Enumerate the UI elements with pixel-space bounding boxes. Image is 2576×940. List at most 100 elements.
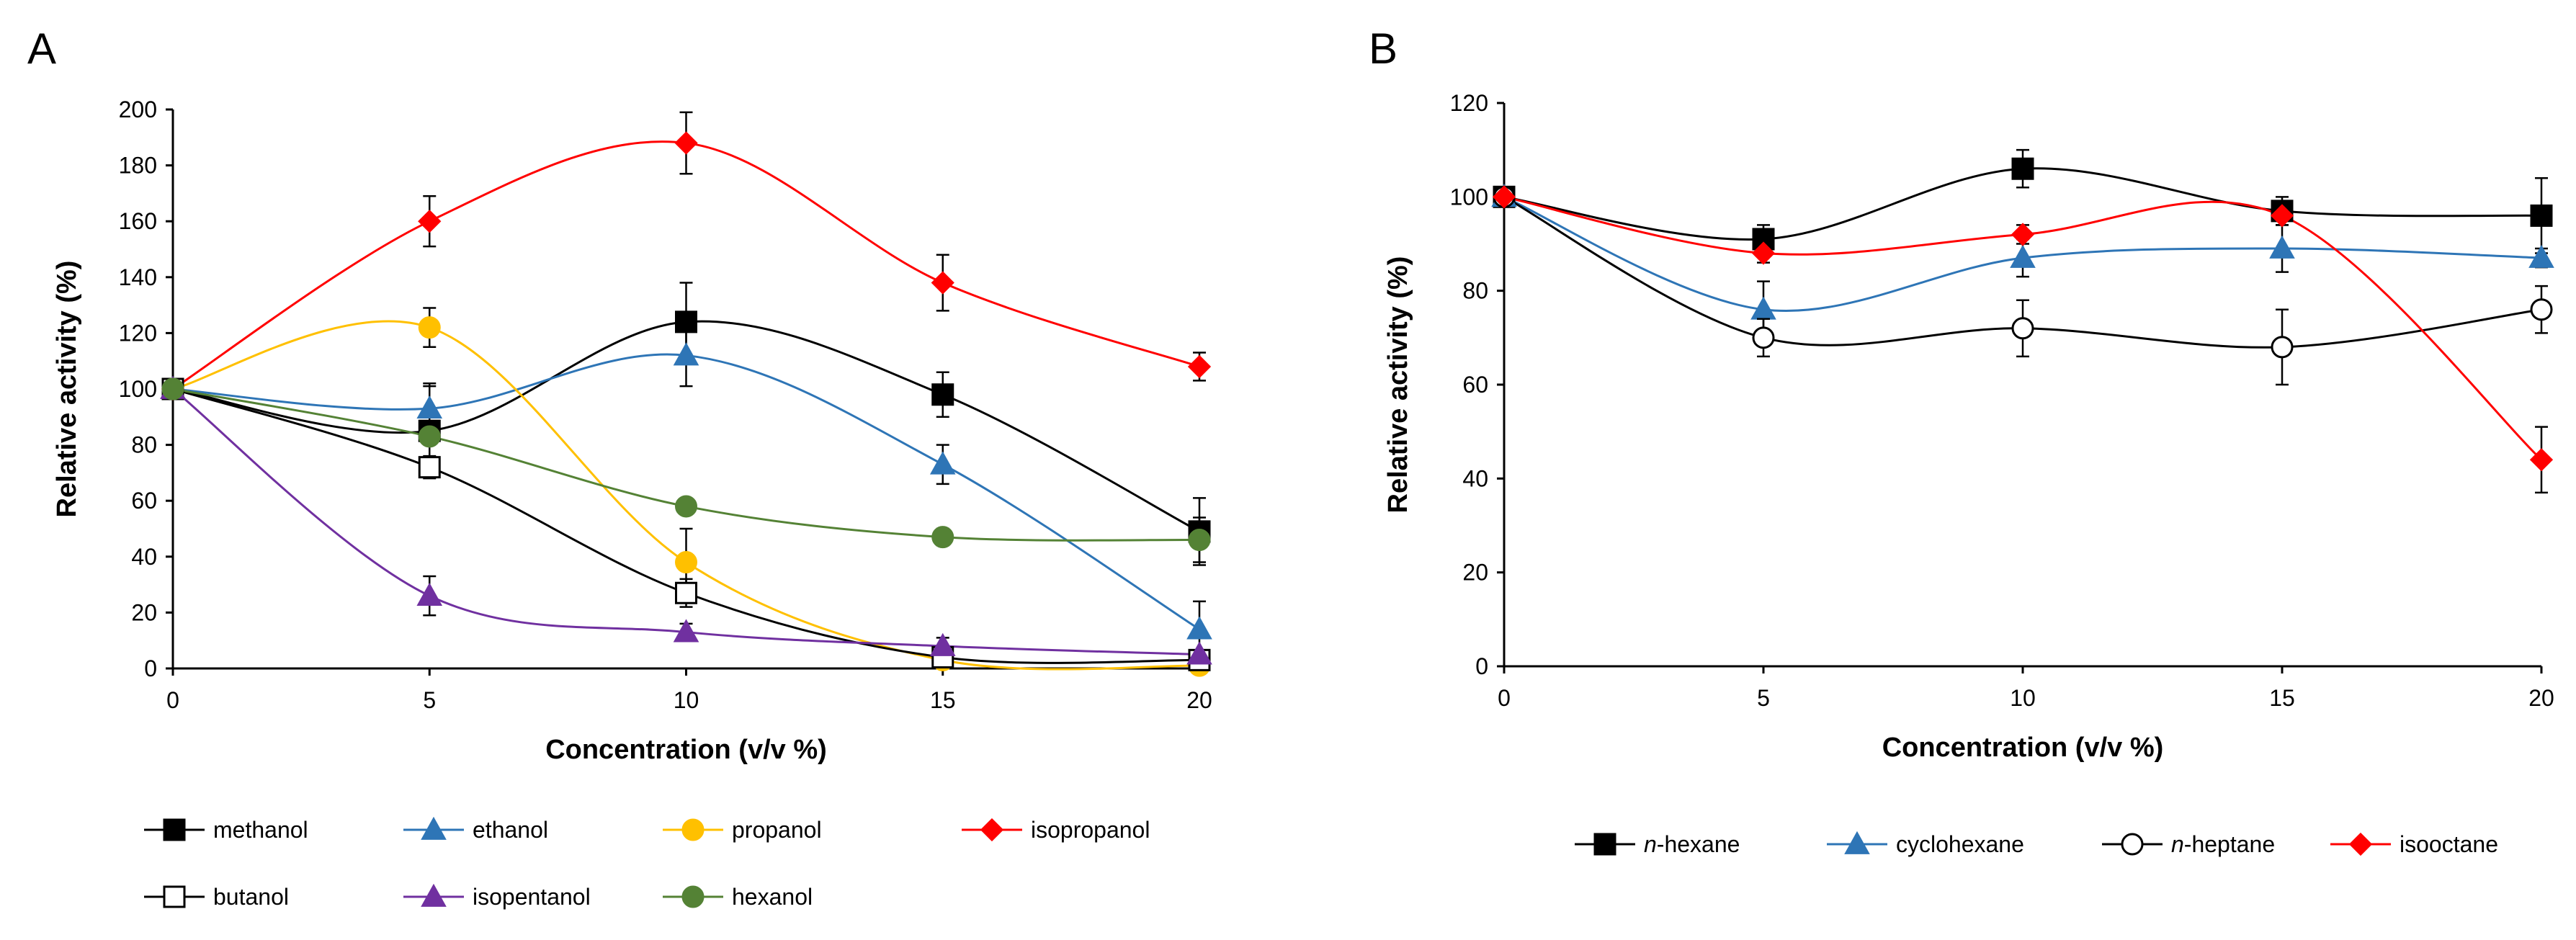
panel-b-series-n-heptane-point bbox=[2530, 298, 2553, 321]
panel-b-series-isooctane-point bbox=[2270, 204, 2294, 228]
panel-a: A 0 20 40 60 80 100 120 140 160 180 200 0 5 10 15 20 Conc… bbox=[27, 24, 1212, 910]
panel-b-y-tick-label: 80 bbox=[1462, 278, 1488, 304]
panel-b-series-n-heptane-point bbox=[1752, 326, 1775, 349]
panel-a-series-propanol-point bbox=[675, 551, 697, 574]
panel-b-legend-n-hexane: n-hexane bbox=[1575, 831, 1740, 857]
panel-a-series-hexanol-point bbox=[1188, 529, 1211, 552]
panel-b-legend-isooctane-marker bbox=[2348, 832, 2373, 856]
panel-a-y-tick-label: 60 bbox=[131, 488, 157, 514]
panel-a-legend-hexanol-marker bbox=[681, 885, 705, 908]
panel-a-y-tick-label: 80 bbox=[131, 432, 157, 458]
panel-a-legend-methanol-label: methanol bbox=[213, 817, 308, 843]
panel-b-legend-n-heptane-marker bbox=[2121, 833, 2144, 856]
panel-a-x-tick-label: 5 bbox=[423, 687, 436, 713]
panel-b-legend-cyclohexane-label: cyclohexane bbox=[1896, 831, 2024, 857]
panel-a-series-isopropanol-point bbox=[931, 271, 954, 295]
panel-b-y-tick-label: 0 bbox=[1475, 653, 1488, 679]
panel-b-series-cyclohexane-point bbox=[2269, 235, 2295, 259]
panel-b-y-tick-label: 100 bbox=[1450, 184, 1488, 210]
panel-a-legend-butanol: butanol bbox=[144, 884, 289, 910]
panel-a-legend-propanol-marker bbox=[681, 818, 705, 841]
panel-a-series-ethanol-point bbox=[929, 451, 956, 475]
panel-b-series-n-heptane-point bbox=[2271, 336, 2294, 359]
panel-a-legend-hexanol-label: hexanol bbox=[732, 884, 813, 910]
panel-a-legend-isopentanol-label: isopentanol bbox=[473, 884, 591, 910]
panel-a-x-axis-title: Concentration (v/v %) bbox=[545, 735, 827, 765]
panel-a-y-axis-title: Relative activity (%) bbox=[52, 261, 82, 518]
panel-b-y-tick-label: 40 bbox=[1462, 465, 1488, 491]
panel-a-legend-butanol-marker bbox=[163, 885, 186, 908]
panel-b-y-tick-label: 20 bbox=[1462, 560, 1488, 586]
panel-b-x-axis-title: Concentration (v/v %) bbox=[1882, 733, 2164, 763]
panel-a-series-methanol-point bbox=[931, 383, 954, 406]
panel-b-series-cyclohexane-point bbox=[2528, 244, 2554, 268]
panel-a-series-hexanol-point bbox=[418, 425, 441, 448]
panel-a-series-hexanol-point bbox=[675, 495, 697, 518]
panel-a-series-ethanol-point bbox=[673, 342, 699, 366]
panel-a-series-hexanol-point bbox=[931, 526, 954, 549]
panel-a-y-tick-label: 100 bbox=[119, 376, 157, 402]
panel-b-series-isooctane-point bbox=[1751, 241, 1776, 265]
panel-a-y-tick-label: 20 bbox=[131, 599, 157, 625]
panel-a-y-tick-label: 140 bbox=[119, 264, 157, 290]
panel-b-series-isooctane-point bbox=[1492, 185, 1516, 209]
panel-a-series-butanol-point bbox=[418, 456, 441, 479]
panel-b-legend-n-heptane-label: n-heptane bbox=[2171, 831, 2275, 857]
panel-b-legend-n-hexane-marker bbox=[1593, 833, 1616, 856]
panel-a-series-isopentanol-line bbox=[172, 388, 1200, 656]
panel-b-x-tick-label: 10 bbox=[2010, 685, 2036, 711]
panel-a-legend-isopropanol: isopropanol bbox=[962, 817, 1150, 843]
panel-b-legend-n-heptane: n-heptane bbox=[2102, 831, 2275, 857]
panel-b-y-tick-label: 120 bbox=[1450, 90, 1488, 116]
panel-b-x-tick-label: 5 bbox=[1757, 685, 1770, 711]
panel-b-legend-cyclohexane: cyclohexane bbox=[1827, 831, 2024, 857]
panel-a-series-isopentanol-point bbox=[1186, 641, 1212, 665]
panel-a-y-tick-label: 200 bbox=[119, 97, 157, 122]
panel-b-series-n-hexane-point bbox=[2530, 204, 2553, 227]
panel-a-x-tick-label: 10 bbox=[674, 687, 699, 713]
panel-b-x-tick-label: 20 bbox=[2528, 685, 2554, 711]
panel-b-legend-isooctane-label: isooctane bbox=[2400, 831, 2498, 857]
panel-b-series-cyclohexane-point bbox=[2010, 244, 2036, 268]
panel-a-x-tick-label: 15 bbox=[930, 687, 956, 713]
panel-a-legend-methanol-marker bbox=[163, 818, 186, 841]
panel-b-series-n-hexane-point bbox=[2011, 157, 2034, 180]
panel-a-legend-hexanol: hexanol bbox=[663, 884, 813, 910]
panel-a-legend-isopropanol-label: isopropanol bbox=[1031, 817, 1150, 843]
panel-a-series-butanol-point bbox=[675, 581, 697, 604]
panel-a-legend-isopentanol: isopentanol bbox=[403, 883, 591, 910]
panel-a-series-hexanol-point bbox=[161, 377, 184, 400]
panel-b-series-n-heptane-point bbox=[2011, 317, 2034, 340]
panel-b-legend-n-hexane-label: n-hexane bbox=[1644, 831, 1740, 857]
panel-b-series-isooctane-point bbox=[2529, 448, 2554, 472]
panel-a-legend-isopentanol-marker bbox=[421, 883, 447, 907]
panel-a-x-tick-label: 20 bbox=[1186, 687, 1212, 713]
panel-a-series-ethanol-point bbox=[1186, 616, 1212, 640]
panel-a-series-isopentanol-point bbox=[416, 582, 443, 606]
panel-b-series-isooctane-point bbox=[2011, 223, 2035, 246]
panel-a-series-ethanol-point bbox=[416, 395, 443, 419]
panel-a-y-tick-label: 0 bbox=[144, 655, 157, 681]
panel-a-legend-propanol-label: propanol bbox=[732, 817, 822, 843]
panel-a-series-isopentanol-point bbox=[673, 619, 699, 643]
panel-a-y-tick-label: 120 bbox=[119, 320, 157, 346]
panel-a-y-tick-label: 40 bbox=[131, 544, 157, 570]
panel-a-series-propanol-point bbox=[418, 316, 441, 339]
panel-a-series-isopropanol-point bbox=[674, 131, 698, 155]
panel-a-series-isopropanol-point bbox=[418, 210, 442, 233]
panel-a-legend-propanol: propanol bbox=[663, 817, 822, 843]
panel-b-legend-cyclohexane-marker bbox=[1844, 831, 1870, 854]
panel-a-series-hexanol-line bbox=[172, 388, 1200, 542]
panel-b-legend-isooctane: isooctane bbox=[2330, 831, 2498, 857]
panel-b-y-tick-label: 60 bbox=[1462, 372, 1488, 398]
panel-b-y-axis-title: Relative activity (%) bbox=[1383, 256, 1413, 514]
panel-b: B 0 20 40 60 80 100 120 0 5 10 15 20 Concentration (v… bbox=[1369, 24, 2554, 857]
panel-a-legend-butanol-label: butanol bbox=[213, 884, 289, 910]
panel-a-x-tick-label: 0 bbox=[166, 687, 179, 713]
panel-a-legend-ethanol: ethanol bbox=[403, 816, 548, 843]
panel-a-series-isopropanol-point bbox=[1187, 354, 1212, 379]
panel-b-x-tick-label: 15 bbox=[2269, 685, 2295, 711]
panel-a-legend-ethanol-label: ethanol bbox=[473, 817, 548, 843]
